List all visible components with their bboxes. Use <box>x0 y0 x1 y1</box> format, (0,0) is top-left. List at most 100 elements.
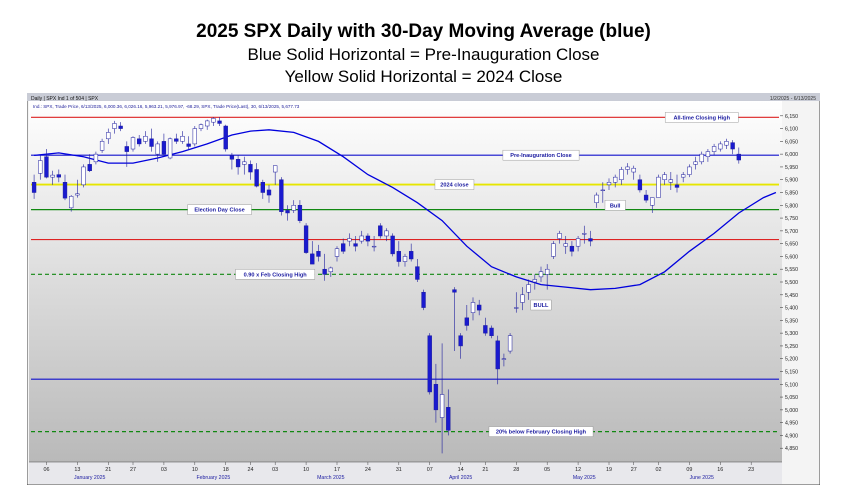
candle-up <box>705 151 711 157</box>
x-tick-label: 23 <box>748 467 754 473</box>
candle-up <box>211 118 216 123</box>
candle-up <box>532 279 537 283</box>
candle-down <box>149 138 154 147</box>
candle-up <box>93 153 99 163</box>
candle-down <box>452 289 457 293</box>
candle-up <box>81 166 86 186</box>
y-tick-label: 5,850 <box>785 191 798 197</box>
line-label-box <box>488 426 594 437</box>
line-label-text: 0.90 x Feb Closing High <box>244 272 308 278</box>
candle-down <box>310 253 315 265</box>
y-tick-label: 5,800 <box>785 203 798 209</box>
candle-up <box>75 193 80 196</box>
x-tick-label: 06 <box>43 467 49 473</box>
y-tick-label: 5,650 <box>785 242 798 248</box>
x-tick-label: 27 <box>631 467 637 473</box>
x-month-label: May 2025 <box>573 475 596 481</box>
x-tick-label: 03 <box>272 467 278 473</box>
x-axis-band <box>29 462 782 484</box>
candle-down <box>279 179 284 212</box>
candle-down <box>217 120 222 124</box>
y-tick-label: 4,950 <box>785 421 798 427</box>
moving-average-line <box>34 129 777 291</box>
y-tick-label: 5,050 <box>785 395 798 401</box>
line-label-text: Pre-Inauguration Close <box>510 153 572 159</box>
candle-down <box>483 325 488 334</box>
candle-down <box>378 225 383 237</box>
candle-up <box>143 135 148 142</box>
candle-up <box>613 176 618 183</box>
y-tick-label: 4,850 <box>785 446 798 452</box>
y-tick-label: 5,700 <box>785 229 798 235</box>
x-tick-label: 14 <box>458 467 464 473</box>
candle-down <box>297 205 303 221</box>
candle-up <box>130 137 136 150</box>
candle-down <box>396 251 401 262</box>
candle-down <box>427 335 432 393</box>
indicator-info-text: Ind.: SPX, Trade Price, 6/13/2025, 6,000… <box>33 104 300 109</box>
candle-down <box>365 235 371 242</box>
x-tick-label: 13 <box>74 467 80 473</box>
x-tick-label: 19 <box>606 467 612 473</box>
y-tick-label: 5,350 <box>785 318 798 324</box>
line-label-box <box>502 149 580 161</box>
candle-up <box>724 141 729 146</box>
chart-subtitle-2: Yellow Solid Horizontal = 2024 Close <box>284 67 563 86</box>
candle-down <box>730 142 735 150</box>
y-tick-label: 5,000 <box>785 408 798 414</box>
candle-up <box>38 160 43 174</box>
line-label-text: 20% below February Closing High <box>496 430 587 436</box>
candle-up <box>106 132 111 140</box>
y-tick-label: 5,300 <box>785 331 798 337</box>
candle-up <box>334 248 340 257</box>
candle-down <box>588 238 593 242</box>
x-tick-label: 28 <box>513 467 519 473</box>
candle-down <box>235 159 241 168</box>
candle-up <box>198 124 204 129</box>
candle-up <box>112 123 117 129</box>
candle-up <box>470 302 476 313</box>
candle-up <box>693 161 698 165</box>
chart-subtitle-1: Blue Solid Horizontal = Pre-Inauguration… <box>247 45 600 64</box>
candle-up <box>606 182 612 186</box>
candle-down <box>124 146 129 152</box>
x-tick-label: 27 <box>130 467 136 473</box>
candle-up <box>625 166 630 170</box>
x-tick-label: 21 <box>482 467 488 473</box>
x-tick-label: 09 <box>686 467 692 473</box>
candle-up <box>520 294 525 303</box>
plot-area <box>29 101 782 462</box>
topbar-left-text: Daily | SPX Ind 1 of 504 | SPX <box>31 96 99 102</box>
candle-down <box>223 125 228 150</box>
candle-up <box>291 205 296 211</box>
candle-down <box>353 243 358 247</box>
candle-down <box>736 153 741 161</box>
candle-down <box>44 156 49 178</box>
x-month-label: April 2025 <box>449 475 472 481</box>
candle-up <box>557 233 562 239</box>
candle-down <box>674 184 680 188</box>
candle-up <box>551 243 556 257</box>
candle-down <box>87 164 92 172</box>
chart-titles: 2025 SPX Daily with 30-Day Moving Averag… <box>0 20 847 88</box>
candle-down <box>415 266 420 280</box>
y-tick-label: 5,900 <box>785 178 798 184</box>
chart-topbar <box>27 93 820 101</box>
candle-up <box>656 176 661 198</box>
line-label-text: All-time Closing High <box>673 115 730 121</box>
y-axis: 6,150 6,100 6,050 6,000 5,950 5,900 5,850 5,800… <box>780 114 798 452</box>
line-labels: All-time Closing High Pre-Inauguration Cl… <box>187 112 739 437</box>
y-tick-label: 5,250 <box>785 344 798 350</box>
candle-up <box>662 174 667 180</box>
candle-up <box>507 335 513 352</box>
x-tick-label: 18 <box>223 467 229 473</box>
candle-up <box>526 284 531 293</box>
candle-up <box>711 146 717 152</box>
candle-up <box>328 267 333 273</box>
candle-up <box>563 243 568 247</box>
x-tick-label: 07 <box>427 467 433 473</box>
candle-up <box>69 196 74 209</box>
y-tick-label: 6,000 <box>785 152 798 158</box>
x-month-label: February 2025 <box>196 475 230 481</box>
topbar-right-text: 1/2/2025 - 6/13/2025 <box>770 96 816 102</box>
